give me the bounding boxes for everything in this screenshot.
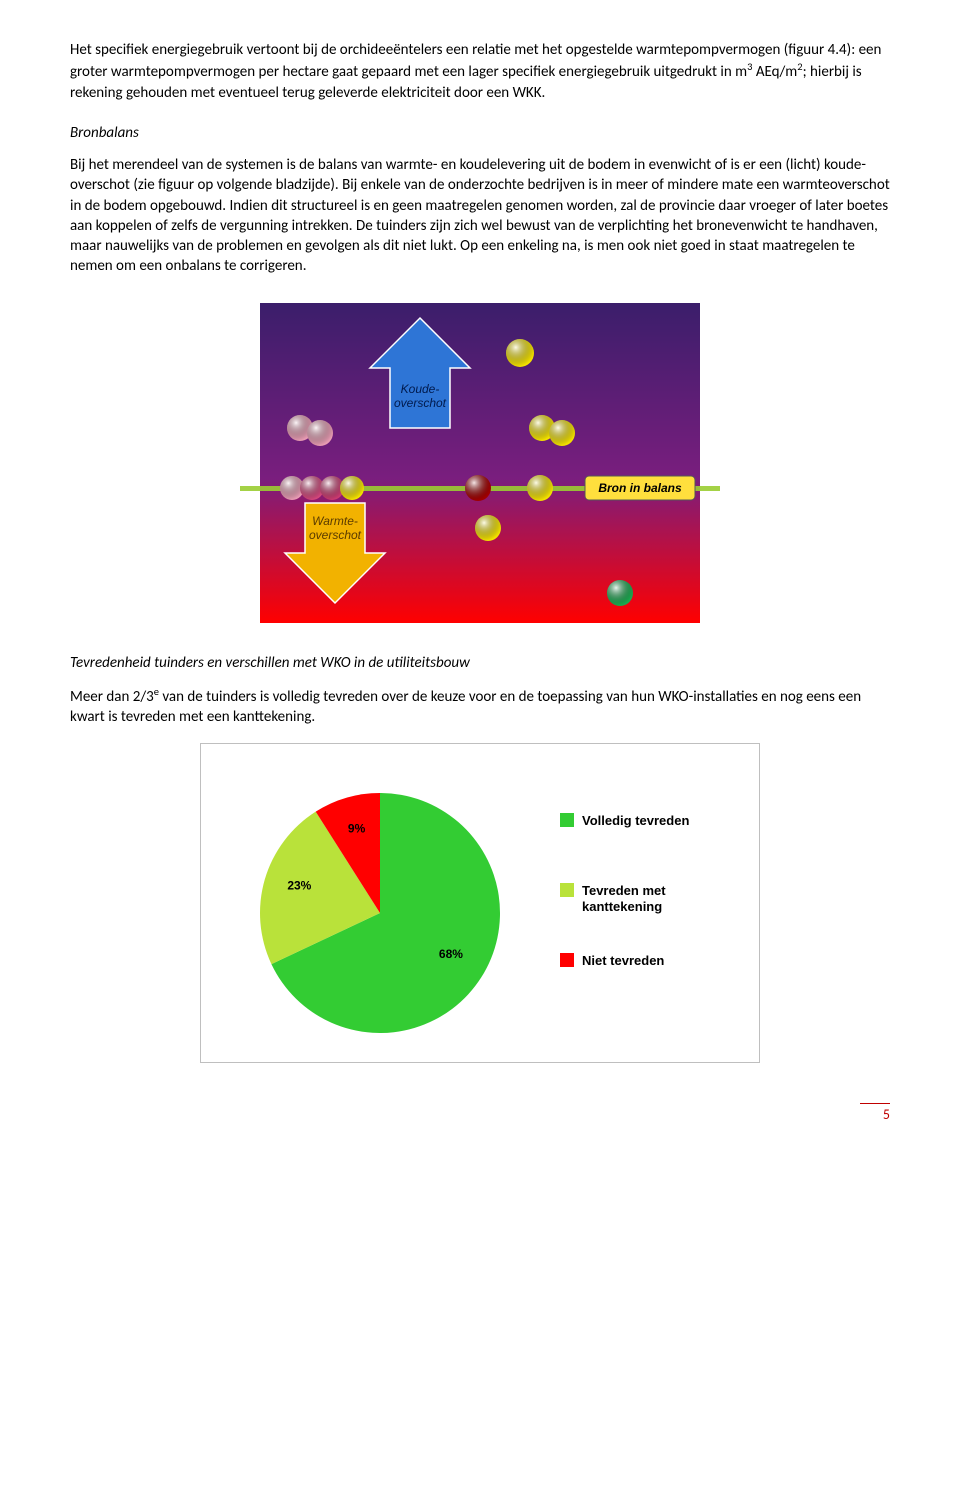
tevredenheid-text-b: van de tuinders is volledig tevreden ove… xyxy=(70,688,861,726)
svg-text:68%: 68% xyxy=(439,947,463,961)
balance-svg: Koude-overschotWarmte-overschotBron in b… xyxy=(240,293,720,633)
svg-text:overschot: overschot xyxy=(309,528,362,542)
svg-text:23%: 23% xyxy=(287,879,311,893)
pie-svg: 68% 23% 9% Volledig tevreden Tevreden metkan… xyxy=(200,743,760,1063)
intro-paragraph: Het specifiek energiegebruik vertoont bi… xyxy=(70,40,890,103)
tevredenheid-paragraph: Meer dan 2/3e van de tuinders is volledi… xyxy=(70,685,890,728)
svg-text:Koude-: Koude- xyxy=(401,382,440,396)
svg-text:9%: 9% xyxy=(348,822,366,836)
svg-text:Niet tevreden: Niet tevreden xyxy=(582,953,664,968)
page-number: 5 xyxy=(860,1103,890,1125)
heading-tevredenheid: Tevredenheid tuinders en verschillen met… xyxy=(70,653,890,673)
tevredenheid-text-a: Meer dan 2/3 xyxy=(70,688,154,706)
svg-text:Tevreden met: Tevreden met xyxy=(582,883,666,898)
svg-text:Volledig tevreden: Volledig tevreden xyxy=(582,813,689,828)
heading-bronbalans: Bronbalans xyxy=(70,123,890,143)
svg-text:Warmte-: Warmte- xyxy=(312,514,358,528)
intro-text-b: AEq/m xyxy=(752,63,797,81)
svg-text:kanttekening: kanttekening xyxy=(582,899,662,914)
balance-diagram: Koude-overschotWarmte-overschotBron in b… xyxy=(70,293,890,633)
svg-text:Bron in balans: Bron in balans xyxy=(598,481,682,495)
bronbalans-paragraph: Bij het merendeel van de systemen is de … xyxy=(70,155,890,277)
pie-chart: 68% 23% 9% Volledig tevreden Tevreden metkan… xyxy=(70,743,890,1063)
svg-text:overschot: overschot xyxy=(394,396,447,410)
